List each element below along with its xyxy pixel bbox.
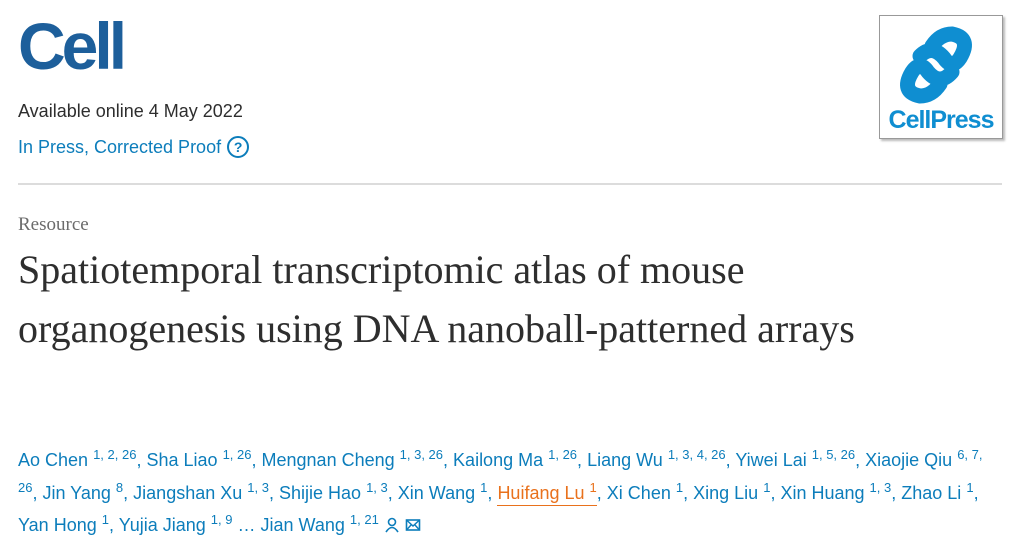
affiliation[interactable]: 1 (589, 479, 597, 495)
affiliation[interactable]: 1 (101, 512, 109, 527)
author[interactable]: Yiwei Lai 1, 5, 26 (735, 447, 856, 470)
affiliation[interactable]: 1, 3 (247, 479, 269, 495)
affiliation[interactable]: 1, 26 (222, 447, 252, 462)
author-icon[interactable] (384, 517, 400, 533)
help-icon[interactable]: ? (227, 136, 250, 158)
journal-logo[interactable]: Cell (18, 9, 127, 83)
author-name[interactable]: Yujia Jiang (118, 515, 206, 535)
separator: , (770, 482, 776, 503)
author-list: Ao Chen 1, 2, 26, Sha Liao 1, 26, Mengna… (18, 444, 1003, 542)
author[interactable]: Shijie Hao 1, 3 (279, 479, 388, 503)
author-name[interactable]: Yan Hong (18, 515, 97, 535)
author-name[interactable]: Xiaojie Qiu (865, 450, 953, 470)
separator: , (123, 482, 129, 503)
affiliation[interactable]: 1, 3, 4, 26 (667, 447, 726, 462)
ellipsis: … (237, 515, 256, 535)
author-name[interactable]: Xin Huang (780, 482, 865, 503)
author-name[interactable]: Jin Yang (42, 482, 111, 503)
author[interactable]: Xin Huang 1, 3 (780, 479, 892, 503)
author-name[interactable]: Sha Liao (146, 450, 218, 470)
author-name[interactable]: Xin Wang (397, 482, 476, 503)
author[interactable]: Jian Wang 1, 21 (260, 512, 379, 535)
affiliation[interactable]: 1, 3, 26 (399, 447, 444, 462)
author-name[interactable]: Liang Wu (587, 450, 663, 470)
publisher-logo-text: CellPress (889, 106, 994, 134)
author[interactable]: Huifang Lu 1 (497, 479, 597, 506)
separator: , (443, 450, 449, 470)
separator: , (891, 482, 897, 503)
separator: , (32, 482, 38, 503)
author-name[interactable]: Zhao Li (901, 482, 962, 503)
affiliation[interactable]: 1, 2, 26 (93, 447, 137, 462)
author-name[interactable]: Xing Liu (693, 482, 759, 503)
affiliation[interactable]: 1 (480, 479, 488, 495)
separator: , (577, 450, 583, 470)
separator: , (596, 482, 602, 503)
article-type: Resource (18, 214, 89, 235)
author[interactable]: Yujia Jiang 1, 9 (118, 512, 233, 535)
affiliation[interactable]: 1, 9 (210, 512, 233, 527)
author[interactable]: Xiaojie Qiu 6, 7, 26 (18, 447, 983, 503)
author-name[interactable]: Huifang Lu (497, 482, 585, 503)
separator: , (136, 450, 142, 470)
affiliation[interactable]: 1, 26 (548, 447, 578, 462)
separator: , (108, 515, 114, 535)
author-name[interactable]: Jian Wang (260, 515, 345, 535)
author-name[interactable]: Kailong Ma (453, 450, 544, 470)
author[interactable]: Jiangshan Xu 1, 3 (133, 479, 269, 503)
affiliation[interactable]: 8 (115, 479, 124, 495)
affiliation[interactable]: 1 (763, 479, 771, 495)
author[interactable]: Jin Yang 8 (42, 479, 124, 503)
affiliation[interactable]: 1, 21 (349, 512, 379, 527)
separator: , (973, 482, 979, 503)
author[interactable]: Yan Hong 1 (18, 512, 109, 535)
author[interactable]: Ao Chen 1, 2, 26 (18, 447, 137, 470)
author[interactable]: Sha Liao 1, 26 (146, 447, 252, 470)
separator: , (855, 450, 861, 470)
separator: , (251, 450, 257, 470)
separator: , (268, 482, 274, 503)
availability: Available online 4 May 2022 (18, 101, 243, 121)
affiliation[interactable]: 1, 5, 26 (811, 447, 856, 462)
author-name[interactable]: Shijie Hao (279, 482, 362, 503)
author-name[interactable]: Mengnan Cheng (261, 450, 395, 470)
separator: , (487, 482, 493, 503)
author[interactable]: Xi Chen 1 (606, 479, 684, 503)
author-name[interactable]: Xi Chen (606, 482, 671, 503)
affiliation[interactable]: 1, 3 (869, 479, 892, 495)
publisher-logo-graphic: CellPress (889, 26, 995, 134)
author[interactable]: Zhao Li 1 (901, 479, 974, 503)
author-name[interactable]: Ao Chen (18, 450, 89, 470)
author[interactable]: Xing Liu 1 (693, 479, 771, 503)
status-text[interactable]: In Press, Corrected Proof (18, 137, 222, 157)
affiliation[interactable]: 1, 3 (366, 479, 388, 495)
affiliation[interactable]: 1 (675, 479, 684, 495)
email-icon[interactable] (405, 517, 421, 533)
separator: , (725, 450, 731, 470)
publisher-logo[interactable]: CellPress (879, 15, 1003, 139)
affiliation[interactable]: 1 (966, 479, 974, 495)
status: In Press, Corrected Proof? (18, 136, 250, 158)
author-name[interactable]: Yiwei Lai (735, 450, 807, 470)
separator: , (683, 482, 689, 503)
divider (18, 183, 1002, 185)
author[interactable]: Xin Wang 1 (397, 479, 488, 503)
author-name[interactable]: Jiangshan Xu (133, 482, 243, 503)
author[interactable]: Liang Wu 1, 3, 4, 26 (587, 447, 726, 470)
separator: , (387, 482, 393, 503)
affiliation[interactable]: 6, 7, 26 (18, 447, 983, 495)
author[interactable]: Mengnan Cheng 1, 3, 26 (261, 447, 444, 470)
article-title: Spatiotemporal transcriptomic atlas of m… (18, 247, 855, 351)
author[interactable]: Kailong Ma 1, 26 (453, 447, 578, 470)
